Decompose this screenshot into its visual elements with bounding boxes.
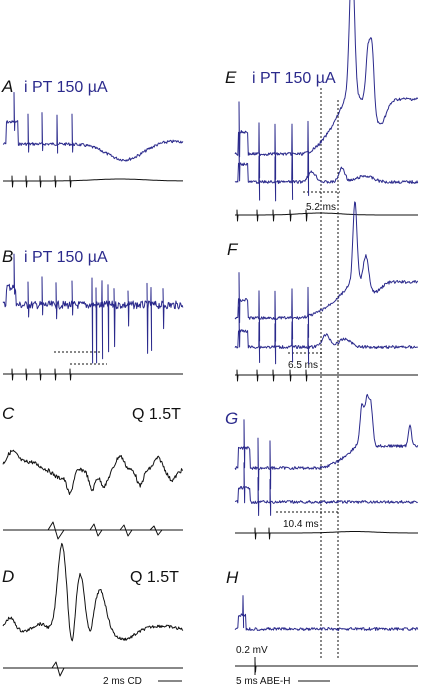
stim-label-e: i PT 150 µA — [252, 70, 336, 87]
latency-label-g: 10.4 ms — [283, 519, 319, 530]
trace-e-lower — [234, 136, 419, 202]
trace-g-stim — [235, 527, 418, 540]
trace-c-field — [2, 449, 184, 495]
trace-g-upper — [234, 393, 419, 491]
trace-g-lower — [234, 462, 418, 516]
latency-label-f: 6.5 ms — [288, 360, 318, 371]
trace-f-upper — [234, 201, 419, 342]
trace-a-stim — [3, 175, 183, 188]
panel-label-g: G — [225, 409, 238, 428]
scale-label-voltage: 0.2 mV — [236, 645, 268, 656]
scale-label-time-left: 2 ms CD — [103, 676, 142, 687]
panel-label-f: F — [227, 240, 239, 259]
panel-label-b: B — [2, 247, 13, 266]
traces — [2, 0, 419, 677]
panel-label-a: A — [1, 77, 13, 96]
trace-h-stim — [235, 660, 418, 673]
trace-c-stim-deflection — [40, 521, 163, 540]
trace-e-stim — [235, 209, 418, 222]
trace-e-upper — [234, 0, 419, 180]
trace-f-stim — [235, 369, 418, 382]
trace-b-stim — [3, 368, 183, 381]
latency-label-e: 5.2 ms — [306, 202, 336, 213]
panel-label-c: C — [2, 404, 15, 423]
trace-f-lower — [234, 306, 419, 365]
trace-d-field — [2, 542, 184, 642]
scale-label-time-right: 5 ms ABE-H — [236, 676, 290, 687]
panel-label-h: H — [226, 568, 239, 587]
stim-label-d: Q 1.5T — [130, 569, 179, 586]
panel-label-e: E — [225, 68, 237, 87]
panel-label-d: D — [2, 567, 14, 586]
stim-label-b: i PT 150 µA — [24, 249, 108, 266]
trace-a-intracellular — [2, 92, 184, 162]
trace-d-stim-deflection — [45, 661, 65, 677]
stim-label-c: Q 1.5T — [132, 406, 181, 423]
trace-b-intracellular — [2, 253, 184, 364]
trace-h — [234, 595, 419, 631]
stim-label-a: i PT 150 µA — [24, 79, 108, 96]
